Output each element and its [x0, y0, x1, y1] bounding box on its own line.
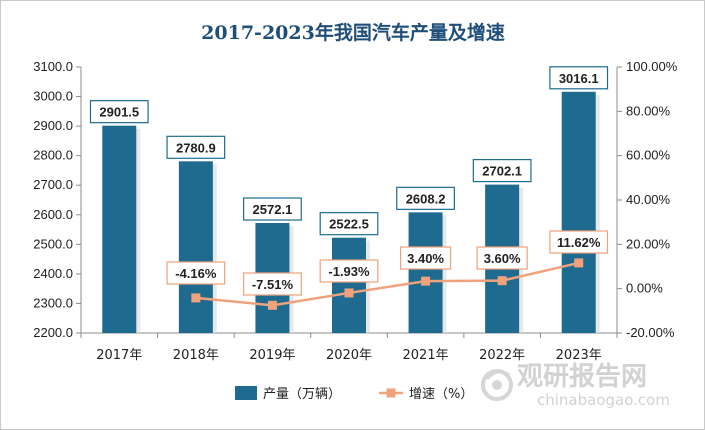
bar-data-label-box — [319, 212, 379, 236]
bar-data-label-box — [89, 100, 149, 124]
bar-data-label: 2572.1 — [253, 202, 293, 217]
bar-data-label-box — [166, 135, 226, 159]
line-data-label: -7.51% — [252, 277, 294, 292]
bar — [408, 212, 443, 333]
bar — [332, 237, 366, 333]
line-data-label-box — [476, 246, 528, 270]
y-left-tick-label: 2500.0 — [33, 236, 73, 251]
line-data-label-box — [243, 272, 302, 296]
x-tick-label: 2023年 — [556, 348, 602, 363]
watermark-text-cn: 观研报告网 — [517, 361, 647, 392]
x-tick-label: 2021年 — [403, 348, 449, 363]
bar-data-label: 2608.2 — [406, 191, 446, 206]
chart-title: 2017-2023年我国汽车产量及增速 — [201, 21, 505, 44]
legend-label-line: 增速（%） — [409, 387, 473, 402]
y-left-tick-label: 2200.0 — [33, 325, 73, 340]
legend-label-bar: 产量（万辆） — [263, 387, 341, 402]
growth-marker — [574, 258, 584, 268]
bar — [178, 161, 213, 333]
x-tick-label: 2022年 — [479, 348, 525, 363]
bar-data-label-box — [472, 159, 532, 183]
bar-data-label-box — [396, 186, 455, 210]
y-left-tick-label: 2800.0 — [33, 148, 73, 163]
watermark: 观研报告网 chinabaogao.com — [481, 361, 670, 409]
chart-legend: 产量（万辆） 增速（%） — [235, 386, 473, 402]
y-left-tick-label: 3000.0 — [33, 89, 73, 104]
growth-line — [195, 261, 579, 307]
plot-area: 2200.0 2300.0 2400.0 2500.0 2600.0 2700.0 2800… — [33, 59, 678, 363]
bar-data-label-box — [549, 66, 609, 90]
y-right-tick-label: 80.00% — [626, 103, 671, 118]
line-data-label-box — [166, 261, 226, 285]
bar-data-label: 2901.5 — [99, 105, 139, 120]
bar-data-label: 2702.1 — [482, 164, 522, 179]
bar-data-label: 2522.5 — [329, 217, 369, 232]
x-tick-label: 2017年 — [96, 348, 142, 363]
line-data-label-box — [319, 259, 379, 283]
watermark-text-en: chinabaogao.com — [537, 391, 670, 409]
growth-marker — [267, 300, 277, 310]
legend-swatch-marker — [386, 388, 396, 398]
x-tick-label: 2018年 — [173, 348, 219, 363]
line-data-label: 3.40% — [407, 251, 444, 266]
y-right-tick-label: 0.00% — [626, 281, 663, 296]
bar-data-label: 2780.9 — [176, 140, 216, 155]
y-left-tick-label: 2600.0 — [33, 207, 73, 222]
bar-data-label: 3016.1 — [559, 71, 599, 86]
line-data-label: 11.62% — [557, 235, 601, 250]
y-left-tick-label: 2300.0 — [33, 295, 73, 310]
legend-swatch-bar — [235, 386, 257, 400]
line-data-label-box — [549, 230, 609, 254]
watermark-logo — [481, 369, 513, 401]
growth-marker — [421, 276, 431, 286]
y-right-tick-label: 60.00% — [626, 148, 671, 163]
line-data-label: -1.93% — [328, 264, 370, 279]
y-left-tick-label: 2400.0 — [33, 266, 73, 281]
line-data-label: 3.60% — [484, 251, 521, 266]
y-left-tick-label: 2900.0 — [33, 118, 73, 133]
y-right-tick-label: 20.00% — [626, 236, 671, 251]
line-data-label-box — [399, 246, 452, 270]
y-left-tick-label: 3100.0 — [33, 59, 73, 74]
bar-data-label-box — [243, 197, 302, 221]
y-right-tick-label: 40.00% — [626, 192, 671, 207]
bar — [102, 125, 137, 333]
y-right-tick-label: -20.00% — [626, 325, 675, 340]
x-tick-label: 2019年 — [249, 348, 295, 363]
line-data-label: -4.16% — [175, 266, 217, 281]
y-left-tick-label: 2700.0 — [33, 177, 73, 192]
growth-marker — [191, 293, 201, 303]
x-tick-label: 2020年 — [326, 348, 372, 363]
growth-marker — [497, 276, 507, 286]
y-right-tick-label: 100.00% — [626, 59, 678, 74]
growth-marker — [344, 288, 354, 298]
bar — [561, 91, 596, 333]
